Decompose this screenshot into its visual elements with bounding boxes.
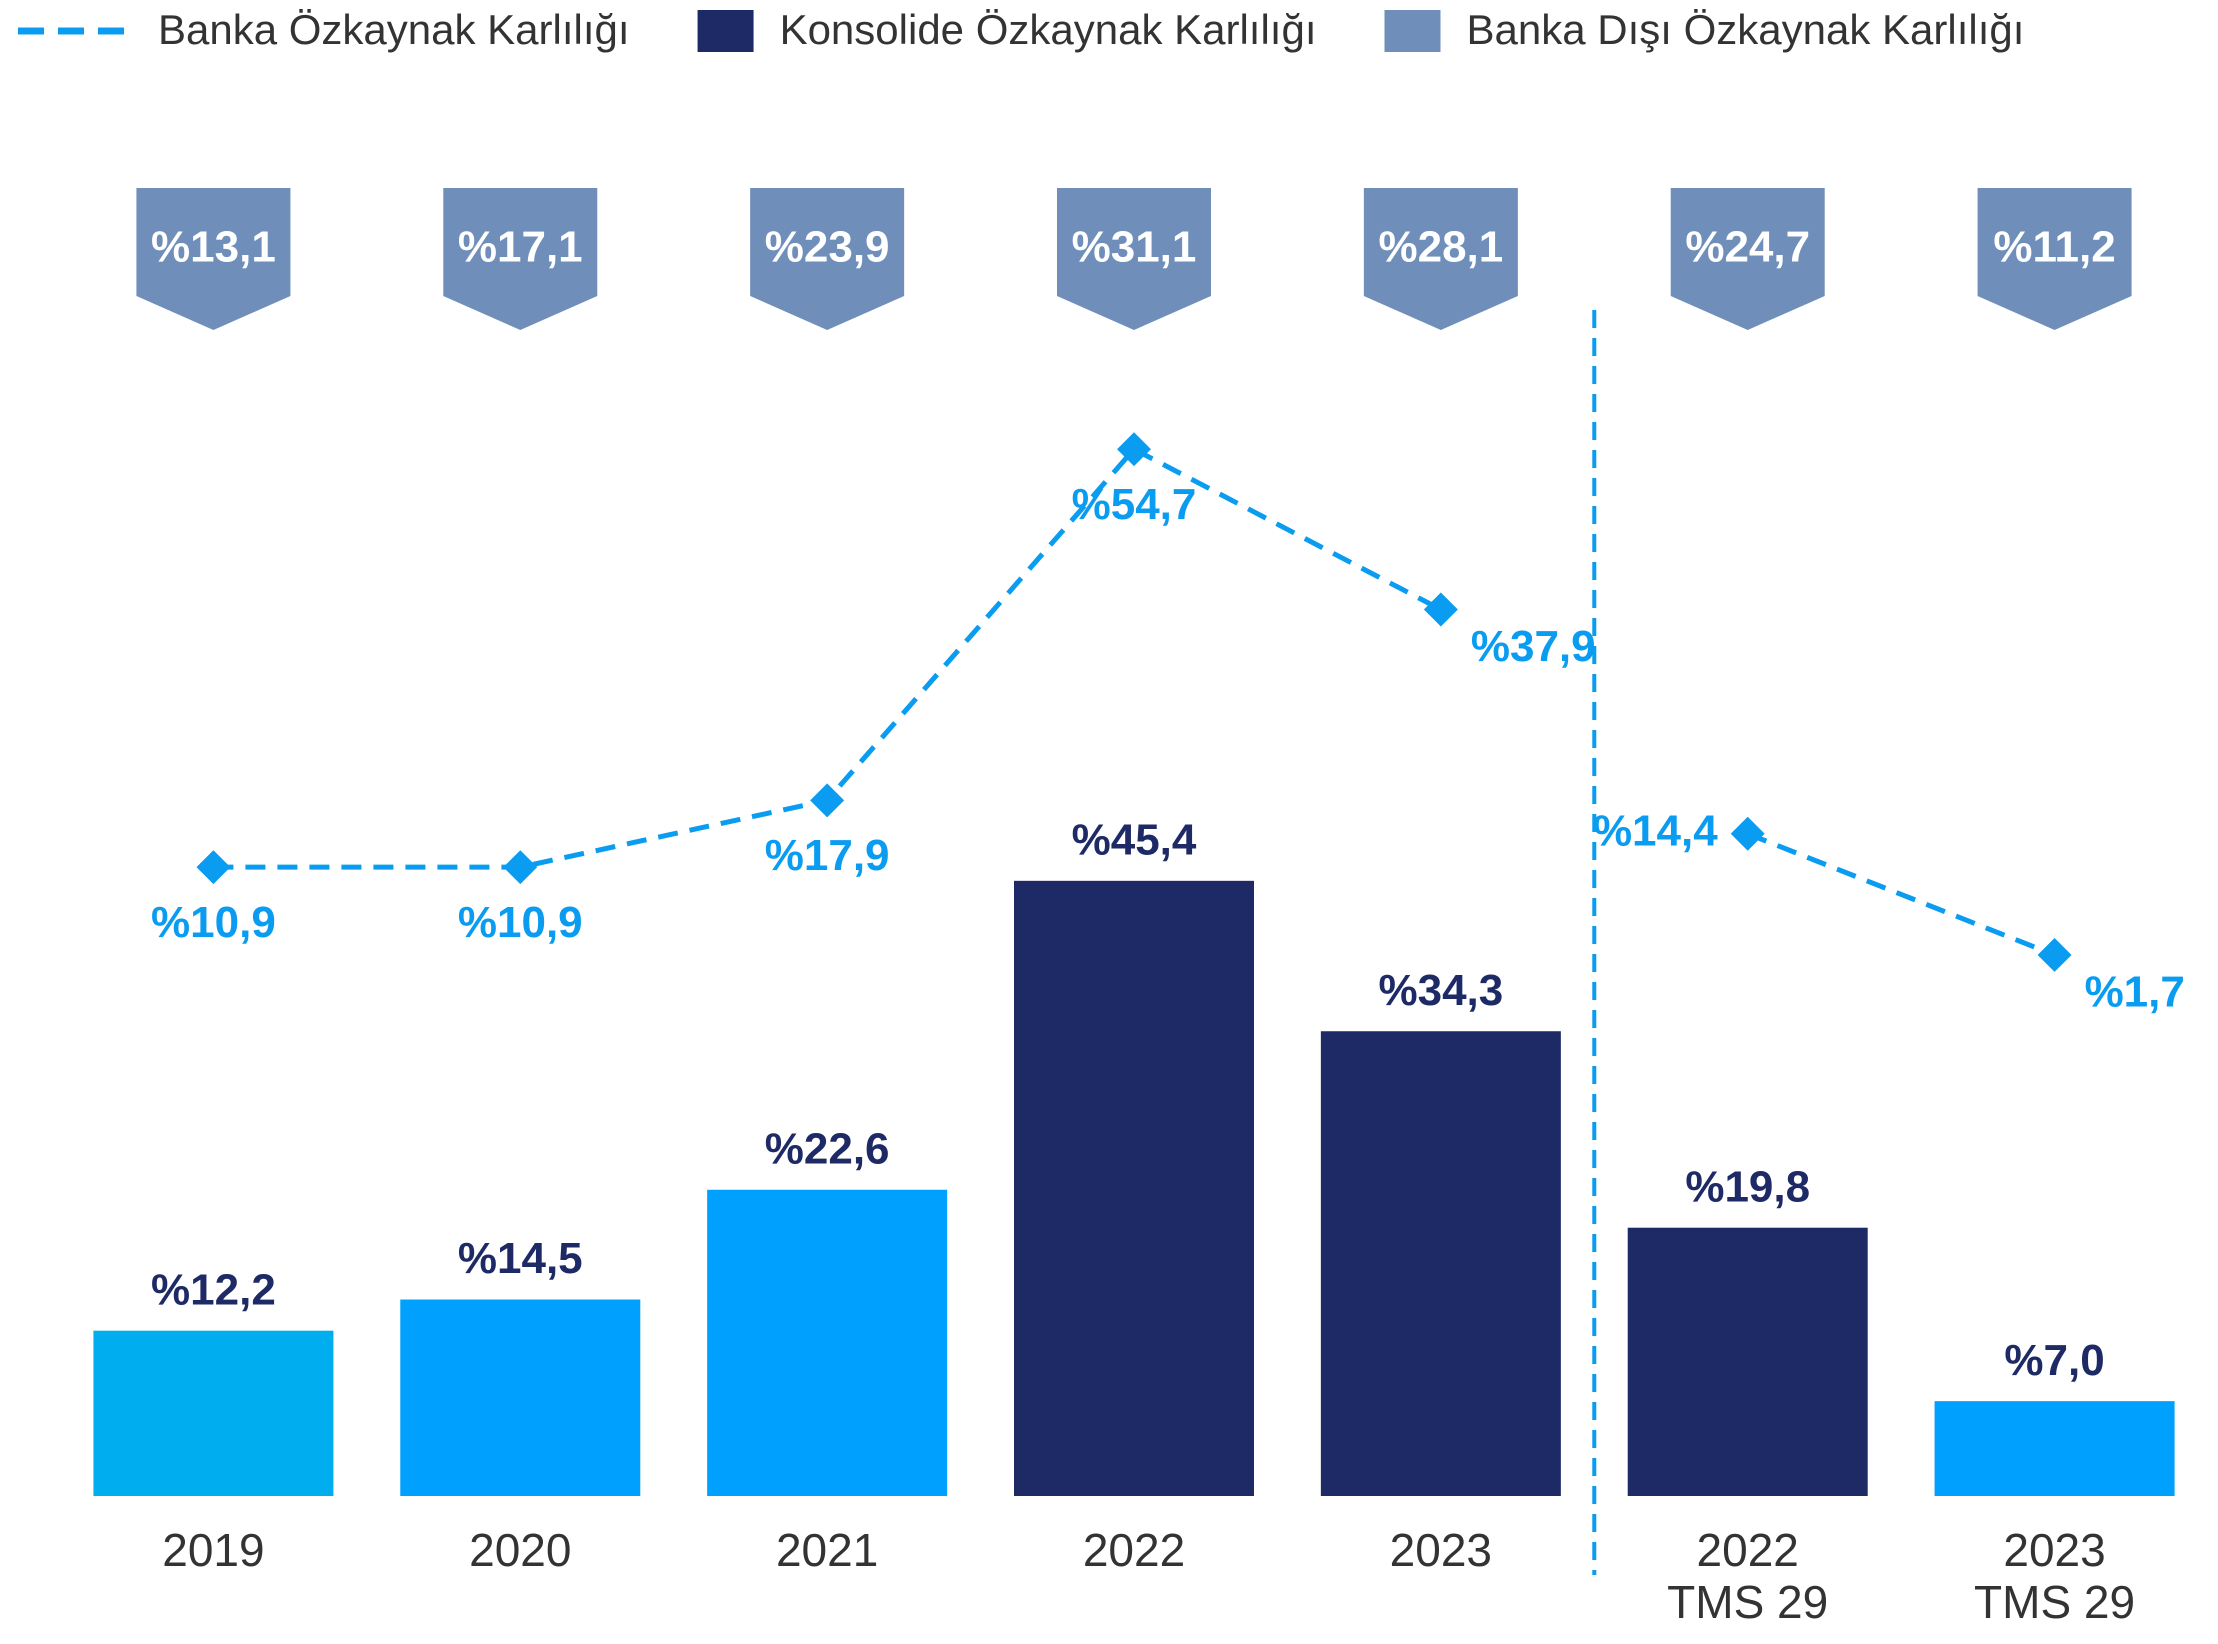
bar-label: %22,6 bbox=[765, 1124, 890, 1173]
line-label: %37,9 bbox=[1471, 622, 1596, 671]
badge-label: %11,2 bbox=[1993, 223, 2115, 272]
badge bbox=[1057, 188, 1211, 330]
bar-label: %19,8 bbox=[1685, 1162, 1810, 1211]
line-marker bbox=[503, 850, 538, 885]
x-tick-label: 2021 bbox=[775, 1524, 879, 1576]
bar-label: %12,2 bbox=[151, 1265, 276, 1314]
badge-label: %24,7 bbox=[1685, 223, 1810, 272]
x-tick-label: 2023 TMS 29 bbox=[1974, 1524, 2136, 1628]
bar bbox=[1934, 1401, 2175, 1496]
x-tick-label: 2019 bbox=[162, 1524, 265, 1576]
line-marker bbox=[196, 850, 231, 885]
badge bbox=[1363, 188, 1518, 330]
badge bbox=[136, 188, 291, 330]
bar bbox=[1627, 1227, 1868, 1496]
badge bbox=[750, 188, 905, 330]
bar-label: %45,4 bbox=[1072, 815, 1197, 864]
legend-label: Banka Dışı Özkaynak Karlılığı bbox=[1467, 6, 2025, 53]
badge-label: %28,1 bbox=[1378, 223, 1503, 272]
legend-label: Banka Özkaynak Karlılığı bbox=[158, 6, 630, 53]
bar bbox=[1320, 1031, 1561, 1496]
x-tick-label: 2022 TMS 29 bbox=[1667, 1524, 1829, 1628]
line-marker bbox=[2037, 937, 2072, 972]
legend-swatch bbox=[1384, 10, 1441, 52]
line-label: %10,9 bbox=[151, 898, 276, 947]
line-marker bbox=[1730, 816, 1765, 851]
line-marker bbox=[810, 783, 845, 818]
badge-label: %31,1 bbox=[1072, 223, 1197, 272]
line-marker bbox=[1117, 432, 1151, 467]
badge bbox=[1977, 188, 2132, 330]
bar bbox=[93, 1330, 334, 1496]
bar-label: %7,0 bbox=[2004, 1336, 2104, 1385]
legend-label: Konsolide Özkaynak Karlılığı bbox=[780, 6, 1317, 53]
badge-label: %17,1 bbox=[458, 223, 583, 272]
line-label: %10,9 bbox=[458, 898, 583, 947]
line bbox=[1746, 831, 2056, 958]
bar bbox=[707, 1189, 948, 1496]
line-label: %17,9 bbox=[765, 831, 890, 880]
badge-label: %23,9 bbox=[765, 223, 890, 272]
bar bbox=[400, 1299, 641, 1496]
x-tick-label: 2022 bbox=[1082, 1524, 1186, 1576]
line-label: %1,7 bbox=[2085, 968, 2185, 1017]
bar-label: %34,3 bbox=[1378, 966, 1503, 1015]
line-label: %14,4 bbox=[1593, 806, 1718, 855]
legend-swatch bbox=[697, 10, 754, 52]
badge bbox=[443, 188, 598, 330]
badge-label: %13,1 bbox=[151, 223, 276, 272]
line-marker bbox=[1423, 592, 1458, 627]
line-label: %54,7 bbox=[1072, 480, 1197, 529]
x-tick-label: 2020 bbox=[469, 1524, 572, 1576]
bar-label: %14,5 bbox=[458, 1234, 583, 1283]
badge bbox=[1670, 188, 1825, 330]
bar bbox=[1014, 880, 1254, 1496]
x-tick-label: 2023 bbox=[1389, 1524, 1493, 1576]
